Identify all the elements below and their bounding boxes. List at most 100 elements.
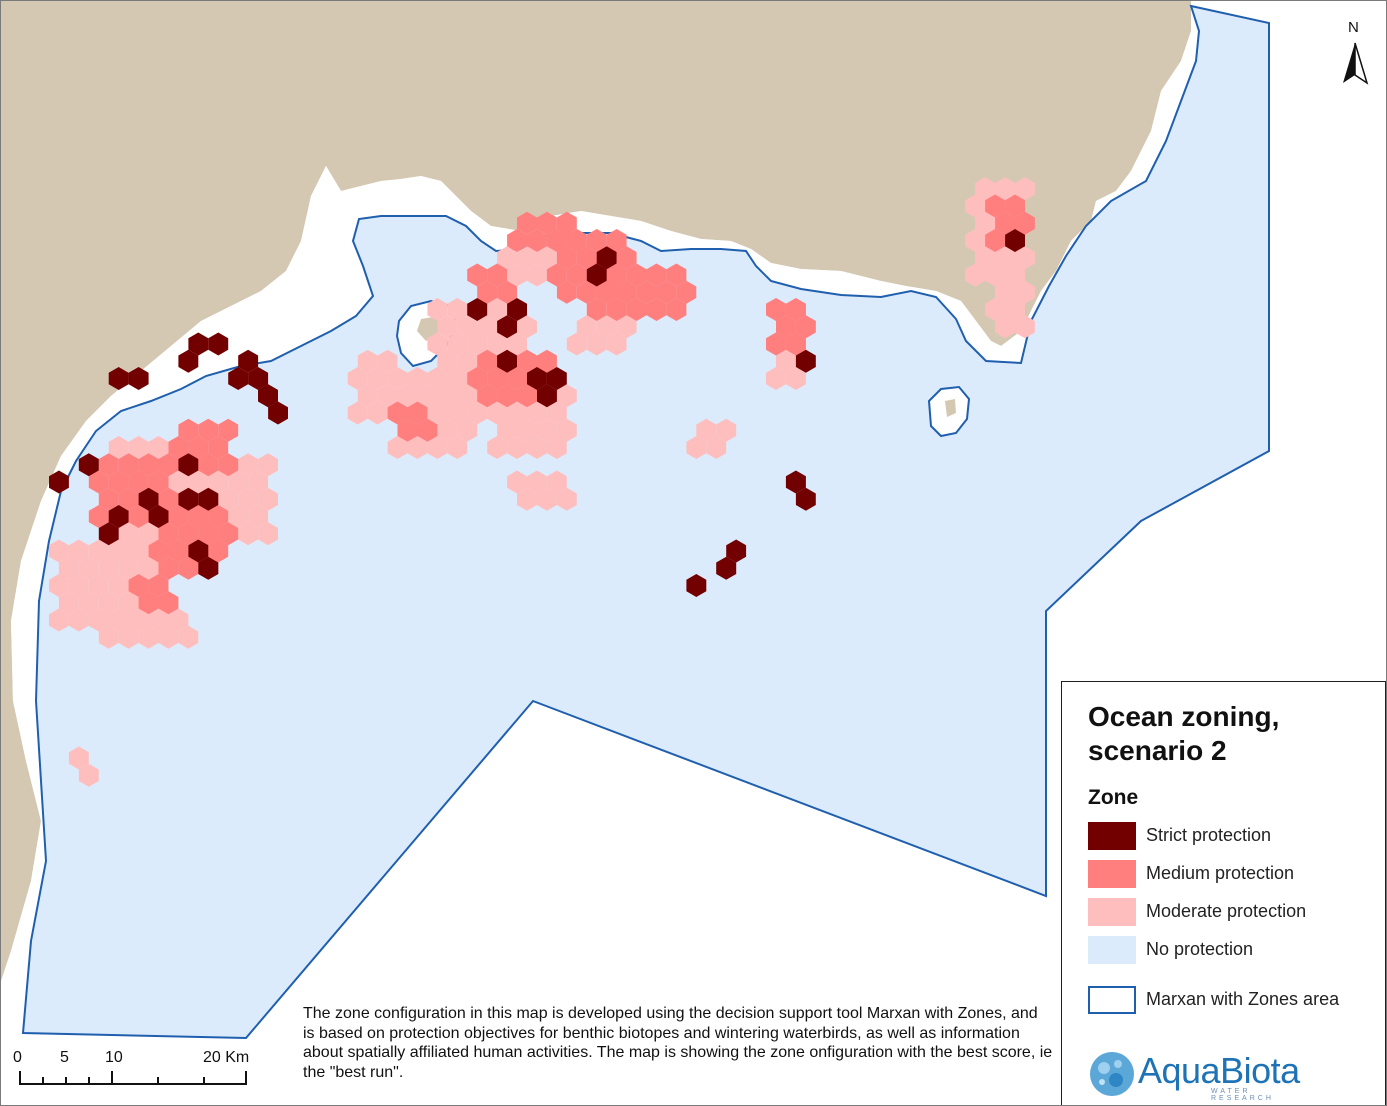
medium-hex [666, 298, 687, 321]
moderate-hex [88, 539, 109, 563]
moderate-hex [108, 608, 129, 632]
medium-hex [497, 280, 517, 304]
island-right-land [945, 399, 956, 417]
moderate-hex [417, 384, 438, 408]
medium-hex [467, 367, 488, 390]
medium-hex [785, 298, 806, 321]
droplet-logo-icon [1090, 1052, 1134, 1096]
strict-hex [268, 401, 288, 425]
moderate-hex [965, 229, 986, 252]
medium-hex [636, 280, 657, 304]
medium-hex [477, 384, 498, 408]
strict-hex [497, 315, 517, 339]
medium-hex [517, 349, 537, 373]
moderate-hex [168, 470, 189, 494]
scale-tick [42, 1077, 44, 1085]
legend-label: Strict protection [1146, 825, 1272, 845]
scale-label: 10 [105, 1049, 123, 1066]
medium-hex [208, 539, 229, 563]
moderate-hex [537, 418, 557, 442]
moderate-hex [975, 211, 996, 235]
moderate-hex [447, 367, 468, 390]
medium-hex [766, 332, 786, 356]
moderate-swatch [1088, 898, 1136, 926]
moderate-hex [98, 591, 119, 615]
strict-hex [726, 539, 747, 563]
medium-hex [566, 229, 587, 252]
medium-hex [776, 315, 796, 339]
moderate-hex [556, 487, 577, 511]
scale-tick [65, 1077, 67, 1085]
moderate-hex [527, 263, 547, 287]
moderate-hex [367, 367, 388, 390]
moderate-hex [537, 487, 557, 511]
medium-hex [785, 332, 806, 356]
moderate-hex [467, 401, 488, 425]
moderate-hex [497, 418, 517, 442]
moderate-hex [507, 263, 527, 287]
moderate-hex [596, 315, 617, 339]
moderate-hex [377, 349, 398, 373]
moderate-hex [248, 470, 269, 494]
moderate-hex [606, 332, 627, 356]
moderate-hex [457, 349, 478, 373]
strict-hex [178, 453, 199, 477]
moderate-hex [397, 384, 418, 408]
moderate-hex [527, 470, 547, 494]
moderate-hex [427, 332, 448, 356]
medium-hex [766, 298, 786, 321]
strict-hex [795, 487, 816, 511]
moderate-hex [995, 280, 1015, 304]
medium-hex [586, 229, 607, 252]
scale-label: 20 Km [203, 1049, 250, 1066]
moderate-hex [566, 332, 587, 356]
medium-hex [537, 211, 557, 235]
medium-hex [188, 436, 209, 459]
medium-hex [218, 522, 239, 546]
moderate-hex [467, 332, 488, 356]
scale-line [19, 1083, 247, 1085]
moderate-hex [576, 315, 597, 339]
moderate-hex [517, 246, 537, 270]
medium-hex [88, 505, 109, 528]
medium-hex [646, 298, 667, 321]
moderate-hex [188, 470, 209, 494]
moderate-hex [427, 298, 448, 321]
medium-hex [108, 470, 129, 494]
map-caption: The zone configuration in this map is de… [303, 1005, 1053, 1081]
moderate-hex [58, 556, 79, 580]
moderate-hex [487, 298, 508, 321]
moderate-hex [776, 349, 796, 373]
medium-hex [487, 263, 508, 287]
medium-hex [178, 556, 199, 580]
medium-hex [576, 246, 597, 270]
medium-hex [606, 298, 627, 321]
moderate-hex [447, 401, 468, 425]
moderate-hex [68, 608, 89, 632]
medium-hex [507, 367, 527, 390]
moderate-hex [238, 522, 259, 546]
strict-hex [78, 453, 99, 477]
strict-hex [49, 470, 69, 494]
legend-item-moderate: Moderate protection [1088, 898, 1378, 926]
moderate-hex [1015, 315, 1035, 339]
medium-hex [616, 246, 637, 270]
medium-hex [795, 315, 816, 339]
moderate-hex [447, 298, 468, 321]
strict-hex [108, 367, 129, 390]
medium-hex [198, 418, 219, 442]
legend-label: Marxan with Zones area [1146, 989, 1340, 1009]
coastal-buffer [1, 6, 1201, 1041]
moderate-hex [507, 470, 527, 494]
legend-subheading: Zone [1088, 786, 1139, 809]
moderate-hex [128, 436, 149, 459]
medium-hex [606, 263, 627, 287]
moderate-hex [138, 522, 159, 546]
medium-hex [88, 470, 109, 494]
scale-tick [88, 1077, 90, 1085]
medium-hex [576, 280, 597, 304]
moderate-hex [138, 625, 159, 649]
medium-hex [118, 453, 139, 477]
strict-hex [527, 367, 547, 390]
moderate-hex [218, 487, 239, 511]
